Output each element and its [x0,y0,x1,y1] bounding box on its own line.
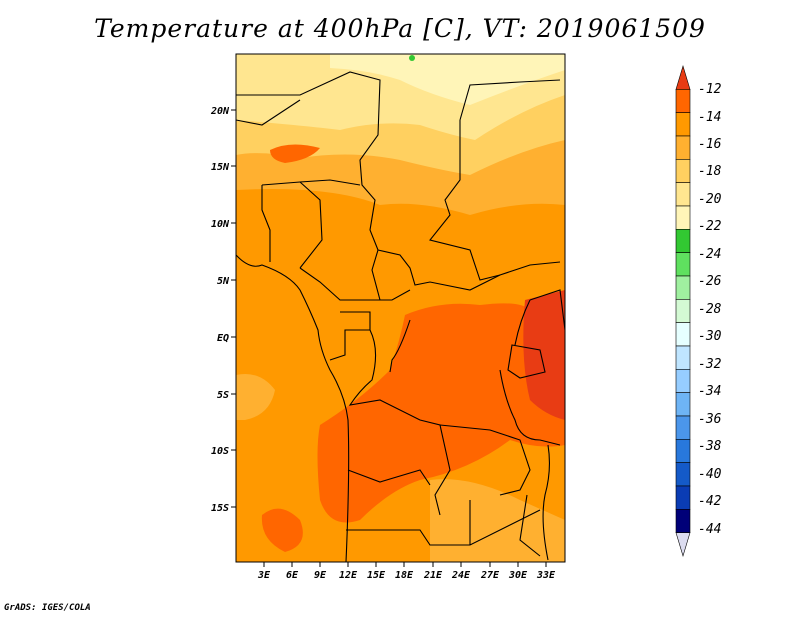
lat-label: 5N [217,276,230,287]
colorbar-label: -18 [698,164,722,179]
longitude-axis: 3E 6E 9E 12E 15E 18E 21E 24E 27E 30E 33E [257,562,556,581]
latitude-axis: 20N 15N 10N 5N EQ 5S 10S 15S [210,106,236,514]
colorbar: -12 -14 -16 -18 -20 -22 -24 -26 -28 -30 … [675,64,722,558]
colorbar-segment [675,415,691,440]
lon-label: 12E [339,570,358,581]
lat-label: 10N [211,219,230,230]
colorbar-label: -28 [698,302,722,317]
colorbar-label: -30 [698,329,722,344]
lon-label: 3E [257,570,271,581]
colorbar-segment [675,322,691,347]
lon-label: 18E [395,570,414,581]
lon-label: 30E [508,570,528,581]
lon-label: 9E [314,570,327,581]
colorbar-label: -12 [698,82,722,97]
map-frame [235,53,566,563]
grads-credit: GrADS: IGES/COLA [4,603,91,613]
colorbar-segment [675,532,691,558]
colorbar-label: -40 [698,467,722,482]
colorbar-label: -24 [698,247,721,262]
lat-label: 5S [217,390,229,401]
colorbar-segment [675,275,691,300]
lon-label: 21E [423,570,443,581]
colorbar-segment [675,135,691,160]
lon-label: 6E [286,570,299,581]
colorbar-segment [675,112,691,137]
colorbar-segment [675,369,691,393]
colorbar-label: -20 [698,192,722,207]
colorbar-segment [675,345,691,370]
colorbar-label: -26 [698,274,722,289]
lat-label: 20N [210,106,230,117]
lon-label: 24E [451,570,471,581]
colorbar-segment [675,229,691,253]
colorbar-segment [675,462,691,487]
colorbar-label: -14 [698,110,721,125]
lon-label: 27E [480,570,500,581]
colorbar-segment [675,485,691,510]
lon-label: 33E [536,570,556,581]
colorbar-label: -42 [698,494,722,509]
lat-label: 15S [211,503,229,514]
lat-label: EQ [217,333,229,344]
colorbar-segment [675,182,691,207]
colorbar-label: -34 [698,384,721,399]
colorbar-segment [675,299,691,323]
colorbar-segment [675,64,691,90]
lat-label: 10S [211,446,229,457]
colorbar-label: -38 [698,439,722,454]
map-title: Temperature at 400hPa [C], VT: 201906150… [94,14,706,43]
colorbar-segment [675,205,691,230]
colorbar-label: -32 [698,357,722,372]
colorbar-segment [675,509,691,533]
colorbar-segment [675,159,691,183]
colorbar-label: -16 [698,137,722,152]
colorbar-label: -22 [698,219,722,234]
colorbar-segment [675,392,691,417]
colorbar-segment [675,89,691,113]
lat-label: 15N [211,162,230,173]
colorbar-segment [675,252,691,277]
lon-label: 15E [367,570,386,581]
temperature-field [236,54,565,562]
colorbar-label: -36 [698,412,722,427]
colorbar-label: -44 [698,522,721,537]
country-borders [236,71,565,562]
colorbar-segment [675,439,691,463]
